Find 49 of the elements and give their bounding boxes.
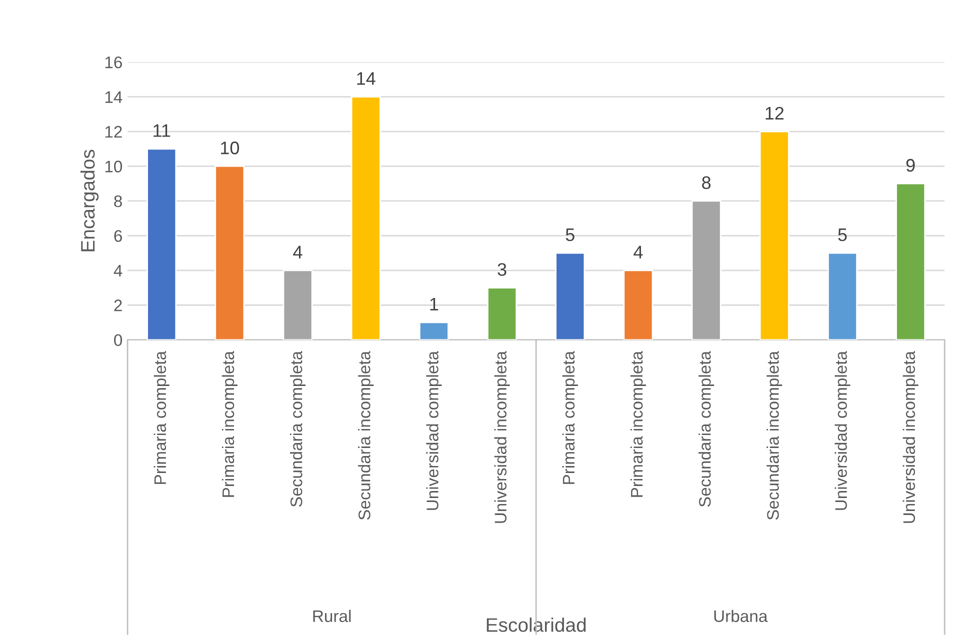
- x-tick-label: Universidad incompleta: [494, 350, 510, 523]
- x-tick-label: Secundaria completa: [290, 350, 306, 507]
- text: Urbana: [714, 610, 768, 622]
- x-tick-label: Secundaria incompleta: [766, 350, 782, 520]
- bar: [691, 200, 722, 340]
- data-label: 9: [906, 158, 915, 172]
- x-tick-label: Secundaria incompleta: [358, 350, 374, 520]
- bar: [282, 270, 313, 340]
- bar: [350, 96, 381, 340]
- text: Rural: [313, 610, 351, 622]
- bar: [623, 270, 654, 340]
- x-tick-label: Universidad completa: [426, 350, 442, 510]
- data-label: 10: [221, 142, 240, 154]
- y-tick-label: 2: [114, 300, 122, 312]
- y-tick-label: 0: [114, 334, 122, 346]
- data-label: 14: [357, 72, 376, 85]
- data-label: 4: [634, 246, 643, 258]
- x-axis-title: Escolaridad: [486, 618, 586, 632]
- y-tick-label: 14: [105, 91, 122, 103]
- data-label: 11: [154, 124, 170, 137]
- y-tick-label: 4: [114, 264, 122, 276]
- y-tick-label: 12: [105, 126, 122, 138]
- data-label: 5: [566, 228, 574, 242]
- x-tick-label: Universidad incompleta: [902, 350, 918, 523]
- x-tick-label: Primaria incompleta: [630, 350, 646, 497]
- x-tick-label: Secundaria completa: [698, 350, 714, 507]
- y-tick-label: 10: [105, 160, 122, 172]
- x-tick-label: Primaria incompleta: [222, 350, 238, 497]
- data-label: 4: [293, 246, 302, 258]
- bar: [146, 148, 177, 340]
- bar: [214, 166, 245, 340]
- y-tick-label: 6: [114, 230, 122, 242]
- bar: [827, 252, 858, 340]
- x-tick-label: Universidad completa: [834, 350, 850, 510]
- bar: [759, 130, 790, 340]
- x-tick-label: Primaria completa: [154, 350, 170, 484]
- data-label: 12: [766, 106, 784, 120]
- data-label: 3: [498, 263, 506, 276]
- bar: [896, 182, 926, 340]
- x-tick-label: Primaria completa: [562, 350, 578, 484]
- data-label: 1: [430, 298, 438, 310]
- bar: [418, 322, 449, 340]
- y-tick-label: 8: [114, 195, 122, 208]
- data-label: 5: [838, 228, 847, 242]
- y-axis-title: Encargados: [80, 150, 99, 252]
- data-label: 8: [702, 176, 711, 190]
- bar: [555, 252, 586, 340]
- bar: [487, 287, 518, 340]
- y-tick-label: 16: [105, 56, 122, 68]
